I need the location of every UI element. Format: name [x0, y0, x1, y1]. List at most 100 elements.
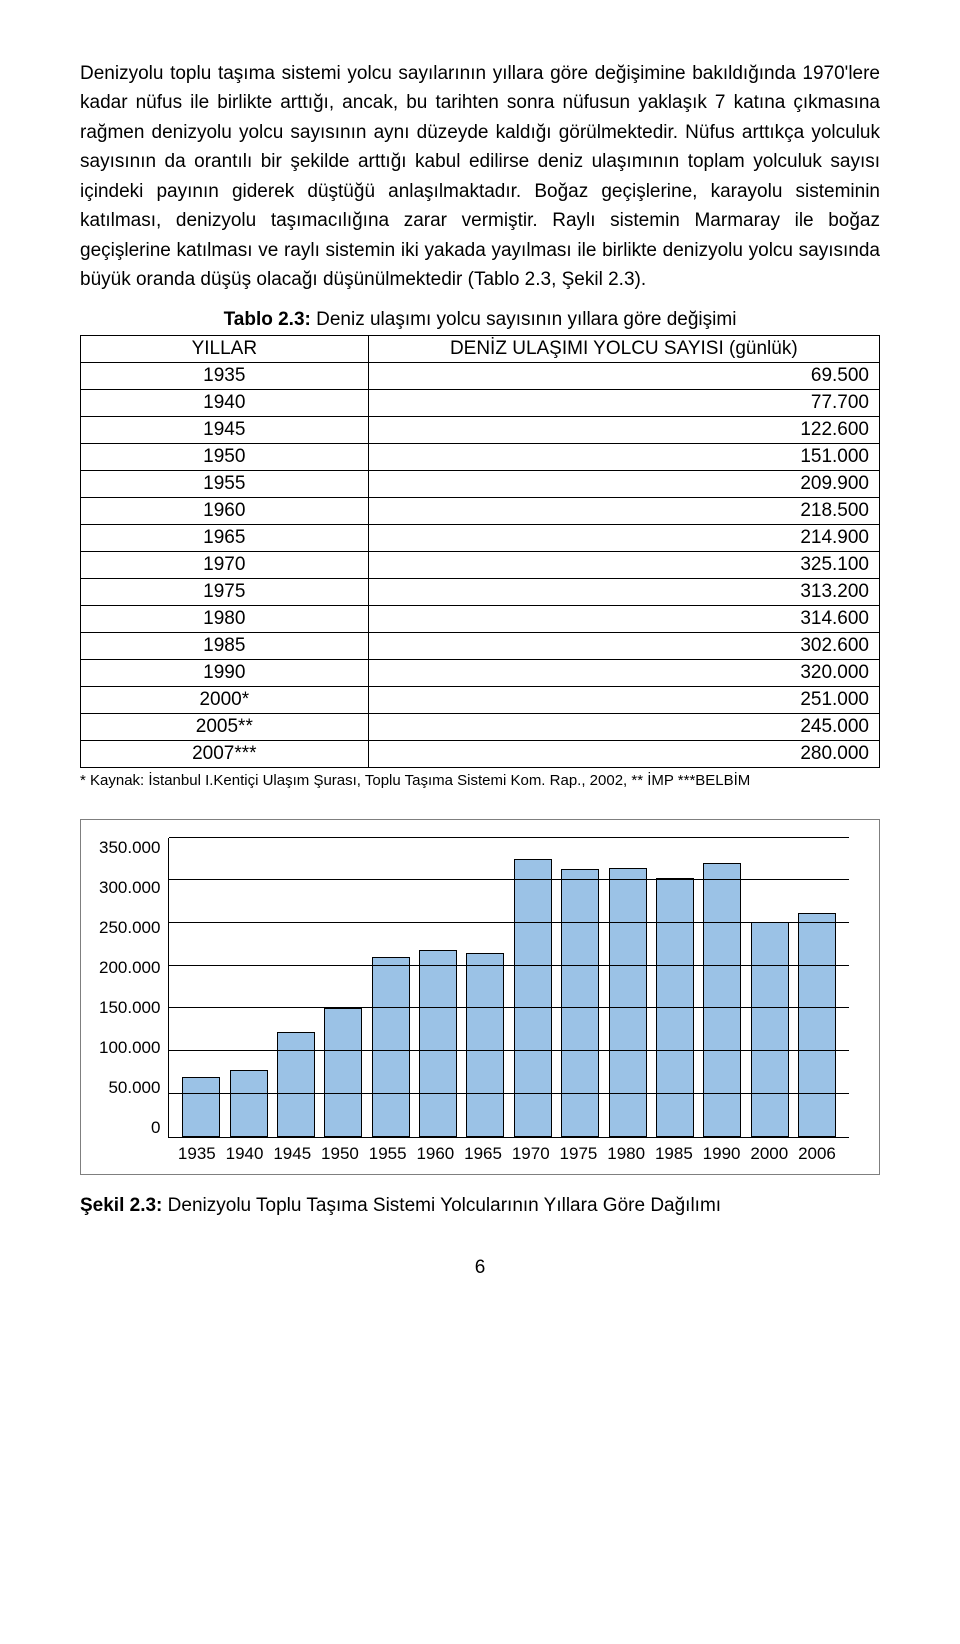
x-tick-label: 1990: [703, 1144, 741, 1164]
body-paragraph: Denizyolu toplu taşıma sistemi yolcu say…: [80, 59, 880, 295]
x-tick-label: 2006: [798, 1144, 836, 1164]
table-row: 2000*251.000: [81, 686, 880, 713]
table-header-years: YILLAR: [81, 335, 369, 362]
table-row: 1990320.000: [81, 659, 880, 686]
chart-bar: [751, 922, 789, 1136]
x-tick-label: 1960: [416, 1144, 454, 1164]
figure-caption-bold: Şekil 2.3:: [80, 1195, 162, 1216]
table-cell-value: 313.200: [368, 578, 879, 605]
table-header-count: DENİZ ULAŞIMI YOLCU SAYISI (günlük): [368, 335, 879, 362]
table-cell-value: 122.600: [368, 416, 879, 443]
table-cell-year: 1965: [81, 524, 369, 551]
x-tick-label: 1965: [464, 1144, 502, 1164]
table-caption-bold: Tablo 2.3:: [224, 309, 311, 330]
table-cell-value: 314.600: [368, 605, 879, 632]
table-cell-year: 1970: [81, 551, 369, 578]
chart-bar: [230, 1070, 268, 1136]
table-cell-value: 320.000: [368, 659, 879, 686]
table-cell-value: 151.000: [368, 443, 879, 470]
table-header-row: YILLAR DENİZ ULAŞIMI YOLCU SAYISI (günlü…: [81, 335, 880, 362]
chart-bar: [514, 859, 552, 1137]
table-cell-year: 1960: [81, 497, 369, 524]
table-cell-year: 1955: [81, 470, 369, 497]
chart-bar: [372, 957, 410, 1136]
table-row: 1975313.200: [81, 578, 880, 605]
chart-bar: [419, 950, 457, 1137]
chart-bar: [609, 868, 647, 1137]
table-cell-year: 1985: [81, 632, 369, 659]
table-cell-year: 1935: [81, 362, 369, 389]
table-row: 2005**245.000: [81, 713, 880, 740]
chart-gridline: [169, 837, 849, 838]
chart-bars: [169, 838, 849, 1137]
chart-bar: [277, 1032, 315, 1137]
y-tick-label: 0: [151, 1118, 160, 1138]
table-cell-value: 218.500: [368, 497, 879, 524]
y-tick-label: 350.000: [99, 838, 160, 858]
y-tick-label: 250.000: [99, 918, 160, 938]
table-cell-year: 1990: [81, 659, 369, 686]
chart-gridline: [169, 1007, 849, 1008]
x-tick-label: 2000: [750, 1144, 788, 1164]
figure-caption: Şekil 2.3: Denizyolu Toplu Taşıma Sistem…: [80, 1195, 880, 1217]
table-cell-year: 2000*: [81, 686, 369, 713]
table-cell-value: 245.000: [368, 713, 879, 740]
table-cell-year: 1945: [81, 416, 369, 443]
y-tick-label: 200.000: [99, 958, 160, 978]
x-tick-label: 1985: [655, 1144, 693, 1164]
table-row: 1985302.600: [81, 632, 880, 659]
y-tick-label: 150.000: [99, 998, 160, 1018]
chart-area: 350.000300.000250.000200.000150.000100.0…: [99, 838, 849, 1138]
table-row: 1965214.900: [81, 524, 880, 551]
x-tick-label: 1955: [369, 1144, 407, 1164]
table-caption-rest: Deniz ulaşımı yolcu sayısının yıllara gö…: [311, 309, 737, 330]
y-tick-label: 50.000: [108, 1078, 160, 1098]
chart-x-axis: 1935 1940 1945 1950 1955 1960 1965 1970 1975 1980…: [165, 1138, 849, 1164]
chart-bar: [703, 863, 741, 1136]
x-tick-label: 1940: [226, 1144, 264, 1164]
chart-gridline: [169, 965, 849, 966]
table-cell-value: 251.000: [368, 686, 879, 713]
table-row: 1960218.500: [81, 497, 880, 524]
table-row: 194077.700: [81, 389, 880, 416]
table-cell-year: 1980: [81, 605, 369, 632]
table-cell-value: 69.500: [368, 362, 879, 389]
x-tick-label: 1945: [273, 1144, 311, 1164]
table-cell-year: 1950: [81, 443, 369, 470]
chart-gridline: [169, 1050, 849, 1051]
chart-plot: [168, 838, 849, 1138]
chart-bar: [561, 869, 599, 1137]
page-number: 6: [80, 1257, 880, 1279]
table-cell-value: 214.900: [368, 524, 879, 551]
table-cell-value: 77.700: [368, 389, 879, 416]
chart-bar: [798, 913, 836, 1137]
x-tick-label: 1950: [321, 1144, 359, 1164]
table-cell-value: 280.000: [368, 740, 879, 767]
y-tick-label: 100.000: [99, 1038, 160, 1058]
chart-bar: [324, 1008, 362, 1137]
chart-gridline: [169, 922, 849, 923]
table-cell-year: 1940: [81, 389, 369, 416]
table-cell-value: 209.900: [368, 470, 879, 497]
figure-caption-rest: Denizyolu Toplu Taşıma Sistemi Yolcuları…: [162, 1195, 721, 1216]
table-caption: Tablo 2.3: Deniz ulaşımı yolcu sayısının…: [80, 309, 880, 331]
table-cell-value: 302.600: [368, 632, 879, 659]
x-tick-label: 1980: [607, 1144, 645, 1164]
table-row: 1955209.900: [81, 470, 880, 497]
page: Denizyolu toplu taşıma sistemi yolcu say…: [0, 0, 960, 1309]
x-tick-label: 1970: [512, 1144, 550, 1164]
table-row: 1980314.600: [81, 605, 880, 632]
table-row: 1950151.000: [81, 443, 880, 470]
table-row: 193569.500: [81, 362, 880, 389]
table-cell-year: 2005**: [81, 713, 369, 740]
chart-gridline: [169, 1093, 849, 1094]
x-tick-label: 1935: [178, 1144, 216, 1164]
chart-gridline: [169, 879, 849, 880]
table-cell-year: 1975: [81, 578, 369, 605]
chart-y-axis: 350.000300.000250.000200.000150.000100.0…: [99, 838, 168, 1138]
table-row: 1970325.100: [81, 551, 880, 578]
table-row: 1945122.600: [81, 416, 880, 443]
table-row: 2007***280.000: [81, 740, 880, 767]
x-tick-label: 1975: [559, 1144, 597, 1164]
data-table: YILLAR DENİZ ULAŞIMI YOLCU SAYISI (günlü…: [80, 335, 880, 768]
